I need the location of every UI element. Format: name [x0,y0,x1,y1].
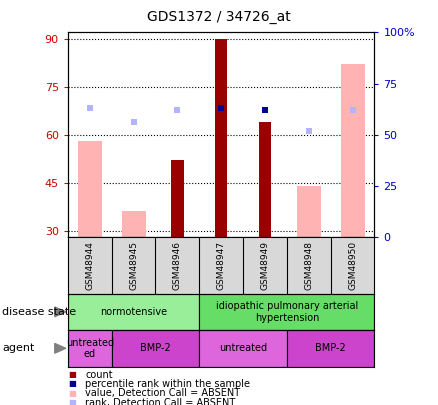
Text: ■: ■ [68,379,76,388]
Text: GSM48945: GSM48945 [129,241,138,290]
Bar [68,330,112,367]
Bar [171,160,184,237]
Text: GSM48944: GSM48944 [85,241,94,290]
Text: ■: ■ [68,398,76,405]
Text: GSM48949: GSM48949 [261,241,269,290]
Text: untreated: untreated [219,343,267,353]
Bar [112,330,199,367]
Bar [259,122,271,237]
Text: GSM48948: GSM48948 [304,241,313,290]
Text: BMP-2: BMP-2 [315,343,346,353]
Text: rank, Detection Call = ABSENT: rank, Detection Call = ABSENT [85,398,236,405]
Text: ■: ■ [68,370,76,379]
Polygon shape [55,343,66,353]
Text: normotensive: normotensive [100,307,167,317]
Text: GSM48947: GSM48947 [217,241,226,290]
Text: GDS1372 / 34726_at: GDS1372 / 34726_at [147,10,291,24]
Bar [68,294,199,330]
Bar [199,294,374,330]
Bar [215,39,227,237]
Bar [297,186,321,237]
Text: agent: agent [2,343,35,353]
Bar [122,211,145,237]
Text: count: count [85,370,113,379]
Bar [287,330,374,367]
Text: BMP-2: BMP-2 [140,343,171,353]
Bar [78,141,102,237]
Polygon shape [55,307,66,317]
Text: disease state: disease state [2,307,76,317]
Text: GSM48950: GSM48950 [348,241,357,290]
Text: ■: ■ [68,389,76,398]
Text: idiopathic pulmonary arterial
hypertension: idiopathic pulmonary arterial hypertensi… [216,301,358,323]
Text: GSM48946: GSM48946 [173,241,182,290]
Bar [341,64,364,237]
Text: percentile rank within the sample: percentile rank within the sample [85,379,251,389]
Text: value, Detection Call = ABSENT: value, Detection Call = ABSENT [85,388,240,398]
Bar [199,330,287,367]
Text: untreated
ed: untreated ed [66,337,114,359]
